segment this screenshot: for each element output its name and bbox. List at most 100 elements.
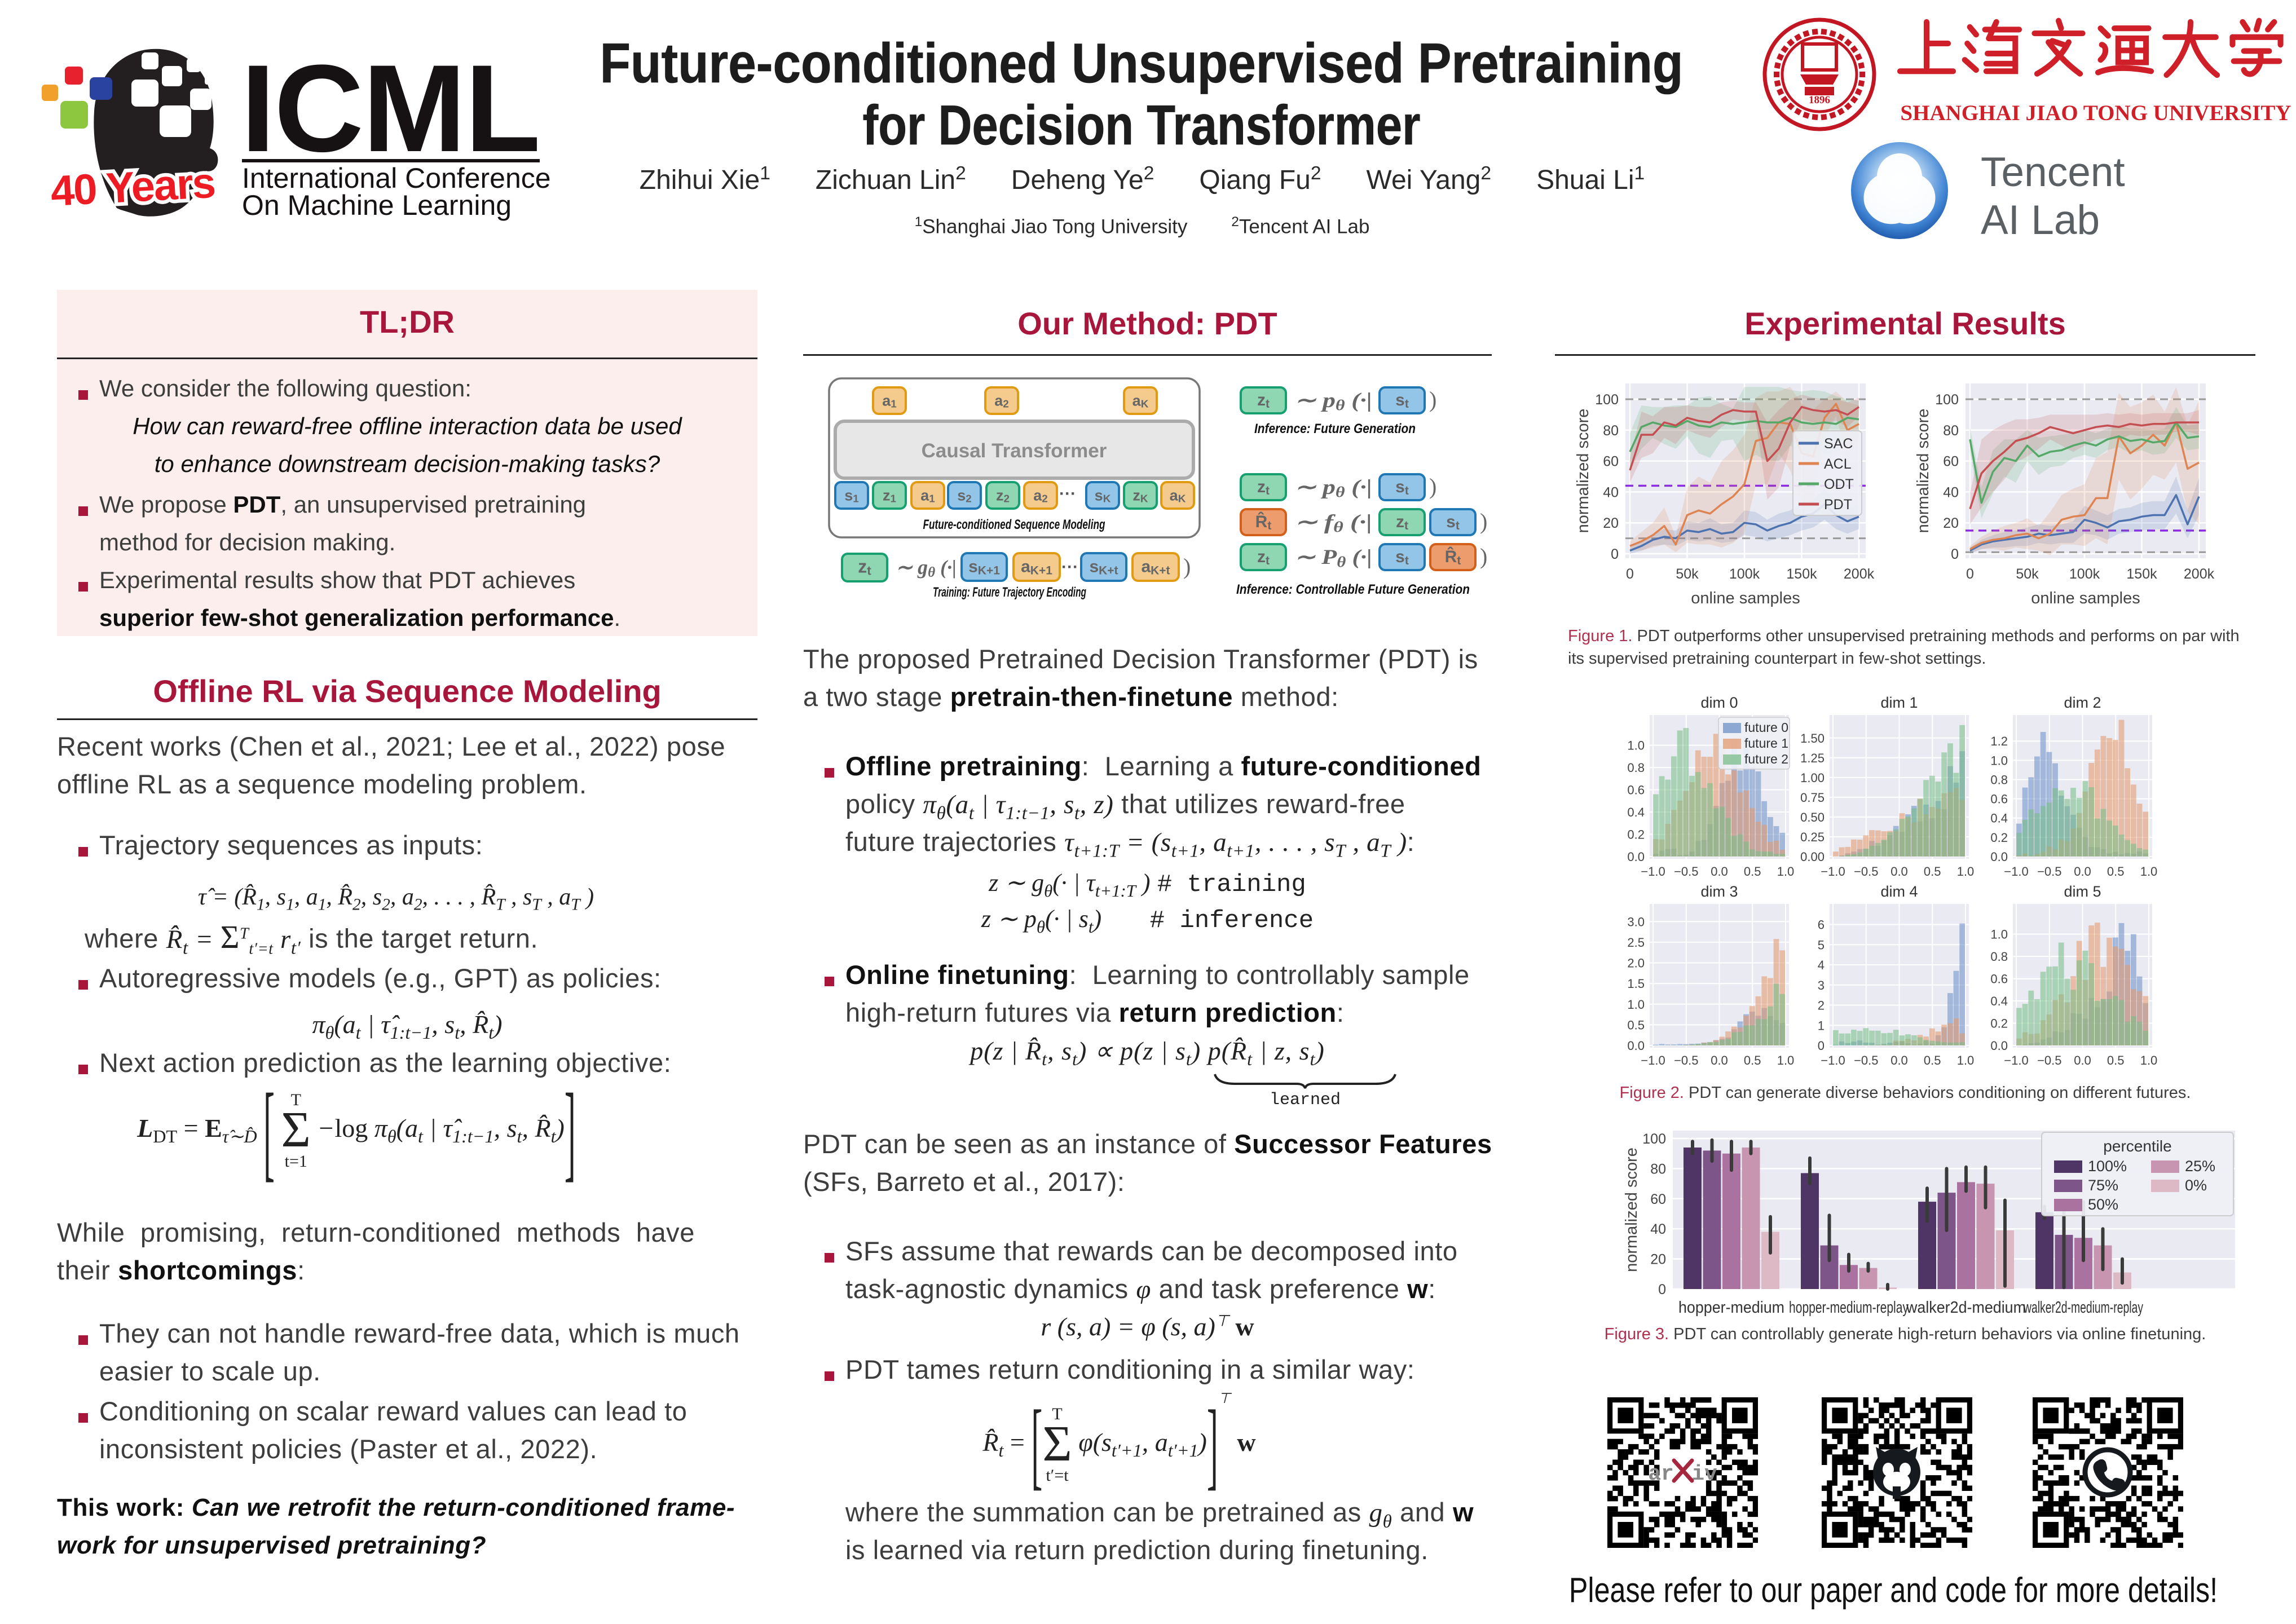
svg-text:50k: 50k — [1676, 566, 1699, 582]
svg-text:0.00: 0.00 — [1800, 850, 1825, 864]
svg-text:1.2: 1.2 — [1990, 734, 2008, 748]
svg-text:100%: 100% — [2088, 1158, 2127, 1175]
svg-text:0.0: 0.0 — [1990, 850, 2008, 864]
svg-text:ICML: ICML — [241, 39, 540, 178]
svg-text:0.50: 0.50 — [1800, 810, 1825, 824]
svg-text:∼ gθ (·|: ∼ gθ (·| — [896, 556, 957, 580]
svg-text:hopper-medium-replay: hopper-medium-replay — [1789, 1299, 1909, 1317]
svg-text:0: 0 — [1611, 546, 1619, 562]
svg-text:Inference: Controllable Future: Inference: Controllable Future Generatio… — [1236, 582, 1470, 597]
svg-text:200k: 200k — [1844, 566, 1875, 582]
svg-text:∼ pθ (·|: ∼ pθ (·| — [1294, 389, 1372, 413]
svg-text:0.5: 0.5 — [2107, 1053, 2125, 1067]
svg-text:0.0: 0.0 — [1711, 1053, 1728, 1067]
svg-text:∼ fθ (·|: ∼ fθ (·| — [1294, 511, 1372, 535]
svg-text:80: 80 — [1603, 423, 1619, 439]
svg-text:···: ··· — [1059, 484, 1076, 503]
svg-text:−1.0: −1.0 — [1821, 1053, 1845, 1067]
svg-text:50%: 50% — [2088, 1196, 2118, 1213]
svg-text:normalized score: normalized score — [1623, 1148, 1641, 1272]
svg-text:20: 20 — [1603, 515, 1619, 531]
svg-text:200k: 200k — [2184, 566, 2215, 582]
svg-text:SAC: SAC — [1824, 436, 1853, 452]
svg-text:future 2: future 2 — [1744, 752, 1788, 766]
svg-text:dim 1: dim 1 — [1880, 694, 1918, 711]
svg-text:1.0: 1.0 — [2140, 864, 2158, 879]
svg-text:): ) — [1429, 474, 1436, 499]
svg-text:): ) — [1480, 509, 1487, 534]
svg-text:100: 100 — [1935, 392, 1959, 408]
svg-text:0.5: 0.5 — [1924, 864, 1941, 879]
svg-text:50k: 50k — [2016, 566, 2039, 582]
svg-text:0.0: 0.0 — [1890, 1053, 1908, 1067]
svg-text:R̂t: R̂t — [1445, 547, 1461, 567]
svg-text:SHANGHAI JIAO TONG UNIVERSITY: SHANGHAI JIAO TONG UNIVERSITY — [1900, 101, 2291, 125]
svg-text:0.4: 0.4 — [1990, 994, 2008, 1008]
svg-text:0.0: 0.0 — [1990, 1039, 2008, 1053]
svg-text:0.0: 0.0 — [2074, 864, 2091, 879]
svg-text:1.0: 1.0 — [1990, 928, 2008, 942]
svg-text:5: 5 — [1818, 938, 1825, 952]
svg-text:20: 20 — [1943, 515, 1959, 531]
svg-text:1.5: 1.5 — [1627, 977, 1645, 991]
svg-text:0.8: 0.8 — [1990, 773, 2008, 787]
svg-text:0.5: 0.5 — [1924, 1053, 1941, 1067]
svg-text:1.00: 1.00 — [1800, 771, 1825, 785]
svg-text:0: 0 — [1966, 566, 1974, 582]
svg-text:−0.5: −0.5 — [1674, 1053, 1698, 1067]
svg-text:0.75: 0.75 — [1800, 791, 1825, 805]
svg-text:0.6: 0.6 — [1627, 783, 1645, 797]
svg-text:80: 80 — [1650, 1161, 1666, 1177]
svg-text:future 0: future 0 — [1744, 720, 1788, 735]
svg-text:ar: ar — [1648, 1462, 1674, 1486]
svg-text:dim 3: dim 3 — [1700, 883, 1738, 900]
svg-text:1.0: 1.0 — [1777, 1053, 1795, 1067]
svg-text:0.0: 0.0 — [1711, 864, 1728, 879]
svg-text:2.5: 2.5 — [1627, 935, 1645, 950]
svg-text:0.8: 0.8 — [1990, 950, 2008, 964]
svg-text:−0.5: −0.5 — [1854, 1053, 1878, 1067]
svg-text:∼ Pθ (·|: ∼ Pθ (·| — [1294, 546, 1372, 570]
svg-text:0.6: 0.6 — [1990, 792, 2008, 806]
svg-text:International Conference: International Conference — [242, 162, 551, 194]
svg-text:1.0: 1.0 — [1990, 753, 2008, 767]
svg-text:dim 0: dim 0 — [1700, 694, 1738, 711]
svg-text:0: 0 — [1626, 566, 1634, 582]
svg-text:0.0: 0.0 — [1627, 850, 1645, 864]
svg-text:−0.5: −0.5 — [2037, 864, 2061, 879]
svg-text:0.2: 0.2 — [1990, 1017, 2008, 1031]
svg-text:): ) — [1480, 544, 1487, 569]
svg-text:Causal Transformer: Causal Transformer — [922, 440, 1107, 462]
svg-text:2: 2 — [1818, 999, 1825, 1013]
svg-text:4: 4 — [1818, 958, 1825, 972]
svg-text:Training: Future Trajectory En: Training: Future Trajectory Encoding — [933, 585, 1086, 600]
svg-text:0.4: 0.4 — [1990, 811, 2008, 826]
svg-text:0.5: 0.5 — [2107, 864, 2125, 879]
svg-text:1.0: 1.0 — [1777, 864, 1795, 879]
svg-text:100: 100 — [1642, 1131, 1666, 1147]
svg-text:hopper-medium: hopper-medium — [1678, 1299, 1784, 1317]
svg-text:z1: z1 — [883, 487, 896, 505]
svg-text:0.5: 0.5 — [1744, 1053, 1761, 1067]
svg-text:100: 100 — [1595, 392, 1619, 408]
svg-text:150k: 150k — [1786, 566, 1817, 582]
svg-text:): ) — [1429, 387, 1436, 412]
svg-text:100k: 100k — [1729, 566, 1760, 582]
svg-text:1.0: 1.0 — [1957, 1053, 1975, 1067]
svg-text:1.0: 1.0 — [1627, 998, 1645, 1012]
svg-text:0.5: 0.5 — [1744, 864, 1761, 879]
svg-text:60: 60 — [1603, 454, 1619, 470]
svg-text:ODT: ODT — [1824, 476, 1854, 492]
svg-text:150k: 150k — [2126, 566, 2157, 582]
svg-text:Tencent: Tencent — [1981, 149, 2125, 195]
svg-text:future 1: future 1 — [1744, 736, 1788, 751]
svg-text:1.25: 1.25 — [1800, 751, 1825, 765]
svg-text:−0.5: −0.5 — [1854, 864, 1878, 879]
svg-text:1.0: 1.0 — [1957, 864, 1975, 879]
svg-text:0.2: 0.2 — [1627, 828, 1645, 842]
svg-text:25%: 25% — [2185, 1158, 2215, 1175]
svg-text:40: 40 — [1650, 1221, 1666, 1237]
svg-text:−1.0: −1.0 — [2004, 1053, 2028, 1067]
svg-text:normalized score: normalized score — [1914, 409, 1932, 533]
svg-text:On Machine Learning: On Machine Learning — [242, 189, 512, 221]
